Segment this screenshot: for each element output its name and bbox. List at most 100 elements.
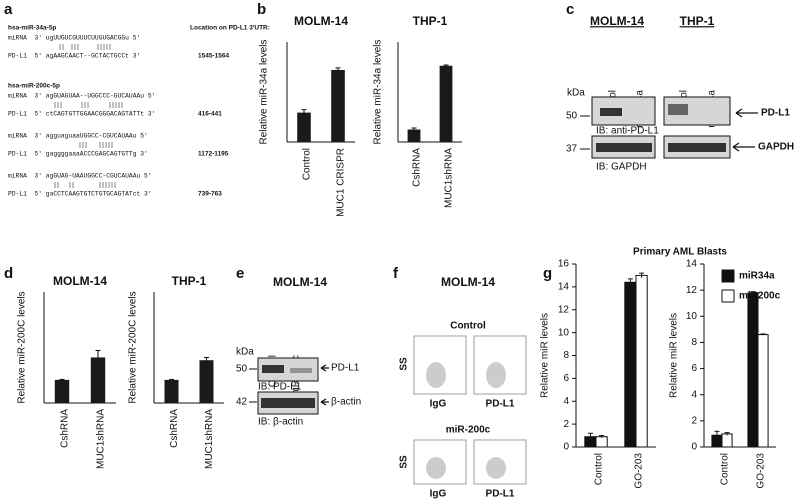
mirna-seq: miRNA 3' agGUAGUAA--UGGCCC-GUCAUAAu 5' bbox=[8, 93, 155, 100]
antibody: IB: anti-PD-L1 bbox=[596, 126, 659, 137]
axis-label: SS bbox=[399, 357, 410, 371]
panel-label: c bbox=[566, 1, 574, 18]
location: 1545-1564 bbox=[198, 53, 229, 60]
y-axis-label: Relative miR levels bbox=[669, 313, 680, 398]
y-tick-label: 14 bbox=[686, 259, 698, 270]
target-seq: PD-L1 5' gaggggaaaACCCGAGCAGTGTTg 3' bbox=[8, 151, 148, 158]
y-tick-label: 2 bbox=[691, 415, 697, 426]
y-tick-label: 4 bbox=[563, 396, 569, 407]
flow-dots bbox=[426, 362, 446, 388]
legend-swatch bbox=[721, 289, 735, 303]
chart-title: MOLM-14 bbox=[294, 14, 348, 28]
chart-title: THP-1 bbox=[172, 274, 207, 288]
blot bbox=[663, 96, 731, 126]
bar bbox=[331, 69, 345, 142]
bar bbox=[297, 112, 311, 142]
panel-label: b bbox=[257, 1, 266, 18]
y-axis-label: Relative miR-200C levels bbox=[17, 291, 28, 403]
antibody: IB: β-actin bbox=[258, 417, 303, 428]
bar bbox=[624, 281, 637, 448]
arrow bbox=[320, 364, 329, 372]
axis-label: PD-L1 bbox=[486, 489, 515, 500]
x-tick-label: GO-203 bbox=[756, 453, 767, 489]
bar bbox=[90, 357, 106, 403]
mirna-seq: miRNA 3' agguaguaaUGGCC-CGUCAUAAu 5' bbox=[8, 133, 148, 140]
panel-label: f bbox=[393, 265, 399, 282]
mirna-seq: miRNA 3' agGUAG-UAAUGGCC-CGUCAUAAu 5' bbox=[8, 173, 152, 180]
bar bbox=[439, 65, 453, 142]
band bbox=[668, 104, 688, 115]
bar bbox=[747, 292, 759, 448]
x-tick-label: Control bbox=[720, 453, 731, 485]
legend-label: miR200c bbox=[739, 291, 781, 302]
bar bbox=[164, 379, 179, 403]
cell-line: THP-1 bbox=[680, 14, 715, 28]
axis-label: PD-L1 bbox=[486, 399, 515, 410]
y-axis-label: Relative miR levels bbox=[540, 313, 551, 398]
flow-dots bbox=[486, 362, 506, 388]
y-tick-label: 16 bbox=[558, 259, 570, 270]
band bbox=[600, 108, 622, 116]
y-tick-label: 8 bbox=[691, 337, 697, 348]
panel-label: g bbox=[543, 265, 552, 282]
x-tick-label: CshRNA bbox=[60, 409, 71, 448]
flow-dots bbox=[426, 457, 446, 479]
y-tick-label: 6 bbox=[563, 373, 569, 384]
x-tick-label: MUC1 CRISPR bbox=[336, 148, 347, 217]
bar bbox=[595, 436, 608, 448]
axis-label: IgG bbox=[430, 489, 447, 500]
location-header: Location on PD-L1 3'UTR: bbox=[190, 25, 270, 32]
location: 416-441 bbox=[198, 111, 222, 118]
protein: PD-L1 bbox=[761, 108, 790, 119]
y-tick-label: 8 bbox=[563, 350, 569, 361]
bar bbox=[757, 334, 769, 448]
chart-title: MOLM-14 bbox=[53, 274, 107, 288]
legend-label: miR34a bbox=[739, 271, 775, 282]
bar bbox=[54, 379, 70, 403]
marker: 50 bbox=[236, 364, 248, 375]
cell-line: MOLM-14 bbox=[273, 275, 327, 289]
bar bbox=[635, 274, 648, 448]
x-tick-label: MUC1shRNA bbox=[204, 409, 215, 469]
protein: GAPDH bbox=[758, 142, 794, 153]
protein: PD-L1 bbox=[331, 363, 360, 374]
y-tick-label: 6 bbox=[691, 363, 697, 374]
y-tick-label: 0 bbox=[691, 442, 697, 453]
arrow bbox=[735, 108, 758, 118]
location: 739-763 bbox=[198, 191, 222, 198]
blot bbox=[257, 357, 319, 382]
target-seq: PD-L1 5' ctCAGTGTTGGAACGGGACAGTATTt 3' bbox=[8, 111, 155, 118]
y-tick-label: 0 bbox=[563, 442, 569, 453]
x-tick-label: MUC1shRNA bbox=[96, 409, 107, 469]
kda: kDa bbox=[567, 88, 585, 99]
band bbox=[262, 365, 284, 373]
chart-title: THP-1 bbox=[413, 14, 448, 28]
y-tick-label: 12 bbox=[686, 285, 698, 296]
mirna-seq: miRNA 3' ugUUGUCGUUUCUUGUGACGGu 5' bbox=[8, 35, 140, 42]
panel-label: e bbox=[236, 265, 244, 282]
antibody: IB: PD-L1 bbox=[258, 382, 302, 393]
y-axis-label: Relative miR-34a levels bbox=[259, 39, 270, 144]
x-tick-label: Control bbox=[302, 148, 313, 180]
marker: 37 bbox=[566, 144, 578, 155]
panel-title: Primary AML Blasts bbox=[633, 247, 727, 258]
legend-swatch bbox=[721, 269, 735, 283]
condition: miR-200c bbox=[446, 425, 491, 436]
x-tick-label: GO-203 bbox=[634, 453, 645, 489]
x-tick-label: Control bbox=[594, 453, 605, 485]
y-tick-label: 2 bbox=[563, 419, 569, 430]
bar bbox=[199, 360, 214, 403]
axis-label: IgG bbox=[430, 399, 447, 410]
y-tick-label: 10 bbox=[558, 327, 570, 338]
x-tick-label: CshRNA bbox=[169, 409, 180, 448]
pairing-bars bbox=[54, 44, 123, 188]
band bbox=[668, 143, 726, 152]
y-tick-label: 4 bbox=[691, 389, 697, 400]
band bbox=[596, 143, 652, 152]
y-axis-label: Relative miR-200C levels bbox=[128, 291, 139, 403]
y-tick-label: 12 bbox=[558, 304, 570, 315]
flow-dots bbox=[486, 457, 506, 479]
mirna-title: hsa-miR-34a-5p bbox=[8, 25, 56, 32]
cell-line: MOLM-14 bbox=[441, 275, 495, 289]
